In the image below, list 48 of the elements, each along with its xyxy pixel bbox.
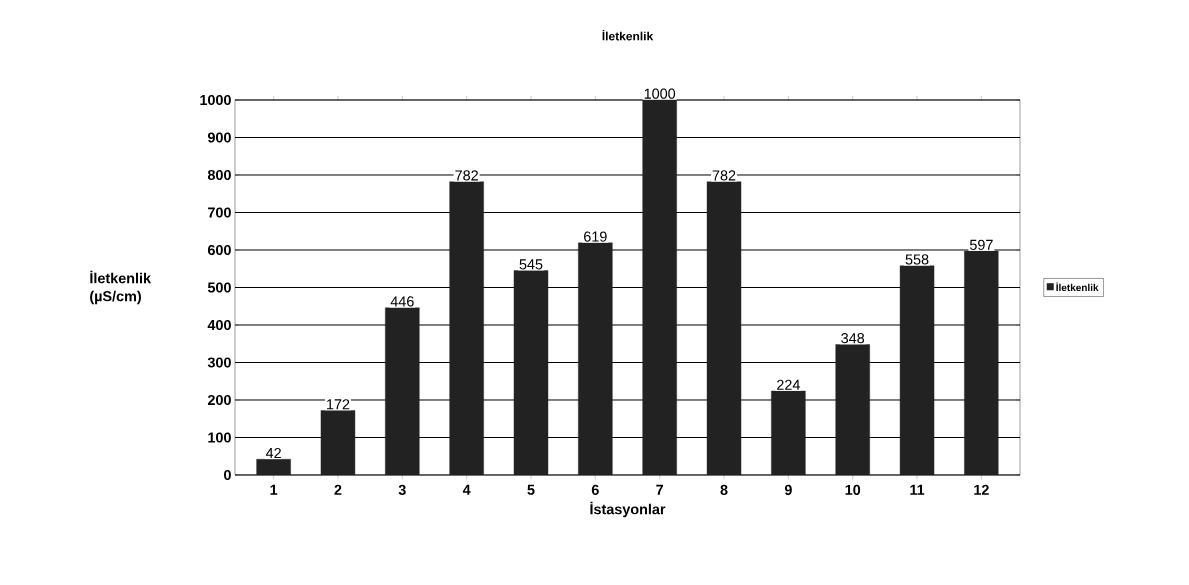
data-label: 619 [584, 231, 607, 242]
x-tick-label: 9 [784, 484, 792, 495]
y-tick-label: 700 [208, 207, 231, 218]
y-tick-label: 100 [208, 432, 231, 443]
bar [964, 250, 999, 475]
x-tick-label: 6 [591, 484, 599, 495]
x-tick-label: 2 [334, 484, 342, 495]
legend-label: İletkenlik [1056, 282, 1099, 292]
y-tick-label: 0 [224, 469, 231, 481]
bar [899, 265, 935, 475]
y-tick-label: 200 [207, 394, 231, 406]
data-label: 597 [969, 239, 993, 250]
bar [320, 410, 356, 475]
x-tick-label: 3 [398, 484, 406, 495]
y-tick-label: 600 [207, 244, 231, 256]
x-tick-label: 10 [845, 484, 861, 495]
data-label: 545 [519, 259, 543, 270]
bar [513, 270, 549, 475]
bar [385, 307, 420, 475]
y-tick-label: 1000 [200, 94, 231, 106]
data-label: 782 [455, 170, 478, 181]
x-tick-label: 7 [656, 484, 664, 495]
y-tick-label: 400 [207, 319, 231, 331]
x-tick-label: 1 [270, 484, 278, 495]
y-axis-title: İletkenlik (µS/cm) [90, 270, 152, 305]
data-label: 1000 [644, 88, 676, 99]
data-label: 558 [905, 254, 929, 265]
data-label: 172 [327, 399, 350, 410]
y-tick-label: 800 [207, 169, 231, 181]
data-label: 446 [390, 296, 414, 307]
bar [256, 459, 291, 475]
x-tick-label: 11 [910, 484, 925, 495]
bar [835, 344, 870, 475]
data-label: 224 [777, 379, 800, 390]
data-label: 42 [265, 447, 281, 459]
x-axis-title: İstasyonlar [590, 501, 666, 518]
data-label: 782 [712, 170, 736, 181]
x-tick-label: 4 [462, 484, 471, 495]
y-tick-label: 900 [207, 132, 231, 143]
x-tick-label: 12 [974, 484, 989, 495]
y-tick-label: 300 [207, 357, 231, 368]
x-tick-label: 8 [720, 484, 728, 495]
chart-title: İletkenlik [602, 30, 654, 41]
x-tick-label: 5 [527, 484, 535, 495]
bar [578, 242, 613, 475]
y-tick-label: 500 [207, 282, 231, 293]
bar [771, 390, 806, 475]
data-label: 348 [841, 333, 865, 344]
